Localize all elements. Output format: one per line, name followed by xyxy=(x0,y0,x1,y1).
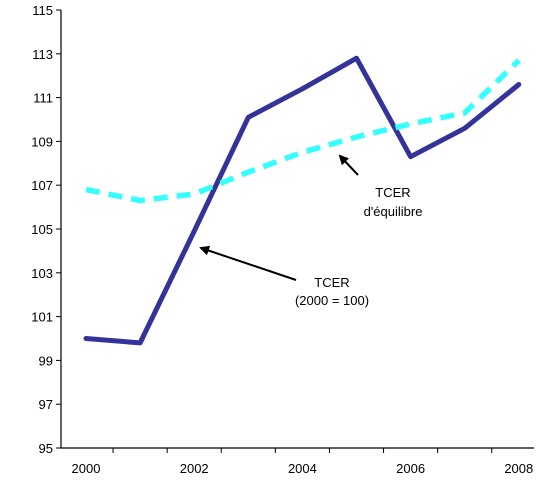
x-tick-label: 2008 xyxy=(504,461,533,476)
y-tick-label: 99 xyxy=(39,353,53,368)
x-tick-label: 2002 xyxy=(180,461,209,476)
y-tick-label: 107 xyxy=(31,178,53,193)
x-tick-label: 2004 xyxy=(288,461,317,476)
annotation-tcer-line2: (2000 = 100) xyxy=(295,293,369,308)
y-tick-label: 101 xyxy=(31,310,53,325)
x-tick-label: 2006 xyxy=(396,461,425,476)
y-tick-label: 109 xyxy=(31,134,53,149)
y-tick-label: 113 xyxy=(32,47,53,62)
annotation-equilibrium: TCER d'équilibre xyxy=(338,154,423,219)
series-line-tcer xyxy=(83,55,522,346)
annotation-tcer: TCER (2000 = 100) xyxy=(199,245,369,308)
annotation-equilibrium-line1: TCER xyxy=(375,185,410,200)
annotation-tcer-line1: TCER xyxy=(314,275,349,290)
annotation-tcer-arrow xyxy=(199,245,297,281)
y-tick-label: 105 xyxy=(31,222,53,237)
series-lines xyxy=(83,55,522,346)
x-tick-label: 2000 xyxy=(72,461,101,476)
series-line-tcer-equilibrium xyxy=(85,58,521,204)
y-tick-label: 95 xyxy=(39,441,53,456)
y-tick-label: 115 xyxy=(32,3,53,18)
y-tick-label: 97 xyxy=(39,397,53,412)
annotation-equilibrium-line2: d'équilibre xyxy=(364,204,423,219)
annotation-equilibrium-arrow xyxy=(338,154,359,176)
x-axis: 2000 2002 2004 2006 2008 xyxy=(61,447,534,476)
y-tick-label: 103 xyxy=(31,266,53,281)
y-tick-label: 111 xyxy=(33,91,53,106)
y-axis: 95 97 99 101 103 105 107 109 111 113 115 xyxy=(31,3,62,456)
